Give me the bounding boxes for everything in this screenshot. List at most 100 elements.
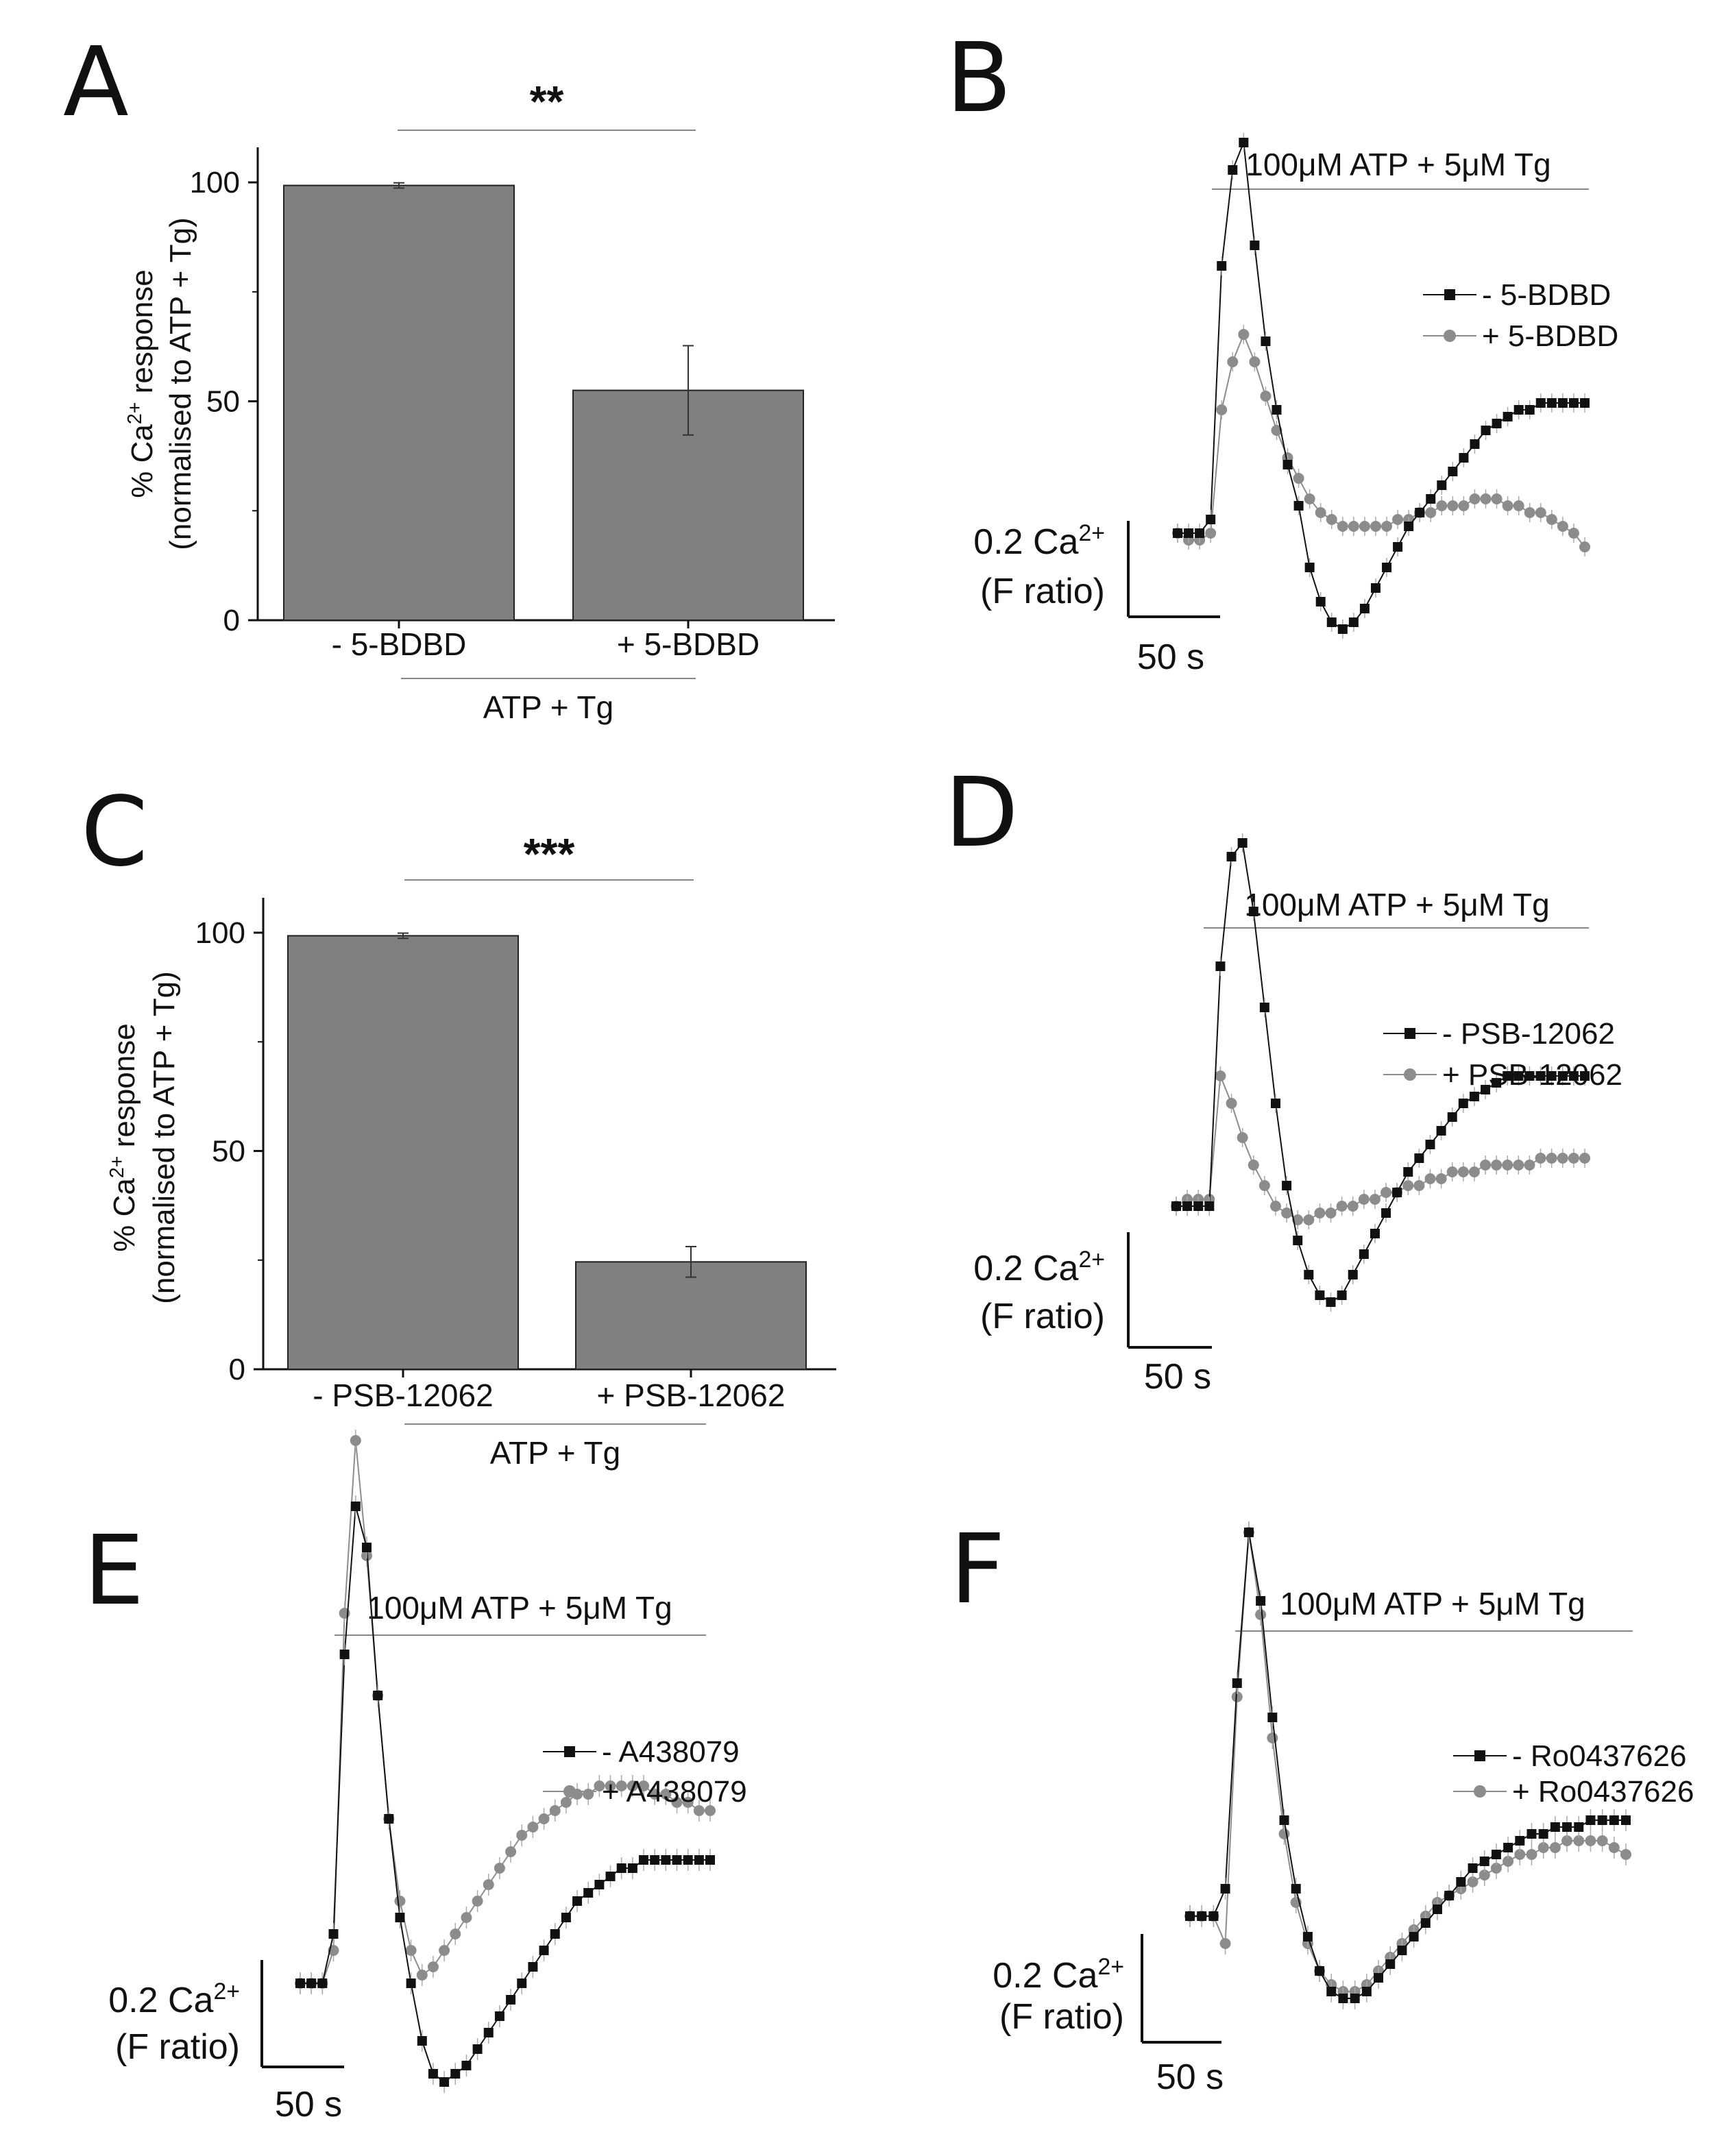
data-point (1402, 1180, 1414, 1191)
data-point (1426, 494, 1436, 504)
legend-marker (1444, 330, 1456, 342)
data-point (1446, 1166, 1458, 1177)
data-point (1392, 514, 1404, 525)
panel-letter: B (946, 23, 1012, 134)
data-point (1261, 336, 1271, 346)
data-point (516, 1830, 528, 1841)
data-point (417, 2036, 427, 2046)
series-minus (295, 1495, 715, 2093)
data-point (660, 1789, 672, 1800)
data-point (1382, 563, 1392, 572)
scale-bar-y-label: 0.2 Ca2+ (993, 1954, 1124, 1996)
data-point (1480, 1160, 1492, 1171)
data-point (1608, 1842, 1620, 1853)
scale-bar-y-unit: (F ratio) (980, 1297, 1105, 1336)
data-point (1503, 1856, 1514, 1867)
data-point (1291, 1884, 1301, 1894)
data-point (1620, 1849, 1631, 1860)
data-point (1304, 563, 1315, 572)
x-tick-label: - PSB-12062 (313, 1377, 493, 1413)
data-point (1228, 165, 1238, 175)
data-point (1436, 1126, 1446, 1136)
legend-label: - 5-BDBD (1482, 278, 1611, 312)
panel-letter: D (945, 757, 1019, 869)
data-point (572, 1896, 583, 1906)
data-point (1524, 1160, 1535, 1171)
data-point (661, 1855, 671, 1865)
data-point (1469, 1092, 1479, 1101)
legend-marker (1474, 1750, 1485, 1761)
data-point (1444, 1891, 1455, 1900)
data-point (1557, 398, 1568, 408)
legend-label: - Ro0437626 (1512, 1739, 1686, 1773)
data-point (1425, 507, 1437, 518)
data-point (1337, 624, 1348, 634)
data-point (1546, 398, 1557, 408)
data-point (1457, 1166, 1469, 1177)
data-point (1479, 1857, 1489, 1866)
data-point (1579, 1153, 1590, 1164)
data-point (683, 1855, 693, 1865)
data-point (1195, 528, 1205, 538)
legend-marker (564, 1746, 575, 1757)
data-point (339, 1650, 350, 1659)
data-point (1432, 1904, 1442, 1914)
y-axis-label-line2: (normalised to ATP + Tg) (147, 971, 181, 1303)
data-point (1415, 508, 1425, 517)
data-point (1293, 501, 1304, 511)
data-point (1255, 1609, 1267, 1620)
y-tick-label: 100 (195, 916, 245, 950)
data-point (1535, 1071, 1546, 1081)
data-point (384, 1814, 394, 1824)
y-axis-label: % Ca2+ response (normalised to ATP + Tg) (124, 217, 197, 550)
y-axis-label-line1: % Ca2+ response (124, 269, 159, 498)
data-point (1568, 398, 1579, 408)
data-point (1337, 521, 1348, 532)
data-point (1293, 473, 1304, 484)
data-point (1281, 1208, 1293, 1218)
series-minus (1173, 133, 1590, 639)
legend-marker (1444, 289, 1455, 300)
data-point (605, 1780, 616, 1791)
group-label: ATP + Tg (483, 689, 614, 725)
data-point (1404, 522, 1414, 531)
data-point (1315, 1290, 1325, 1300)
legend-marker (1474, 1785, 1486, 1798)
data-point (1204, 1201, 1215, 1211)
data-point (1282, 460, 1293, 469)
data-point (1315, 1966, 1325, 1976)
scale-bar-x-label: 50 s (1144, 1357, 1211, 1397)
data-point (439, 2077, 450, 2087)
legend-label: + A438079 (602, 1775, 747, 1809)
data-point (328, 1929, 339, 1939)
y-tick-label: 0 (223, 604, 240, 637)
bar (283, 184, 515, 622)
data-point (1370, 1229, 1380, 1238)
data-point (1238, 329, 1250, 340)
data-point (616, 1780, 627, 1791)
data-point (1557, 1071, 1568, 1081)
data-point (1425, 1140, 1435, 1149)
data-point (538, 1813, 550, 1824)
data-point (1468, 1166, 1480, 1177)
scale-bar-y-label: 0.2 Ca2+ (108, 1979, 240, 2020)
data-point (1326, 1987, 1337, 1996)
data-point (1514, 1849, 1526, 1860)
data-point (1479, 1870, 1490, 1881)
data-point (1260, 391, 1272, 402)
data-point (1359, 521, 1370, 532)
data-point (650, 1855, 660, 1865)
data-point (1173, 528, 1182, 538)
legend-label: + PSB-12062 (1442, 1058, 1622, 1092)
stimulus-label: 100μM ATP + 5μM Tg (1245, 147, 1551, 182)
significance-marker: ** (530, 77, 564, 126)
data-point (1414, 1153, 1424, 1163)
data-point (639, 1855, 649, 1865)
legend: - PSB-12062 + PSB-12062 (1383, 1017, 1622, 1092)
data-point (1580, 398, 1590, 408)
data-point (1271, 425, 1282, 436)
data-point (506, 1995, 516, 2005)
data-point (549, 1805, 561, 1816)
data-point (693, 1805, 705, 1816)
